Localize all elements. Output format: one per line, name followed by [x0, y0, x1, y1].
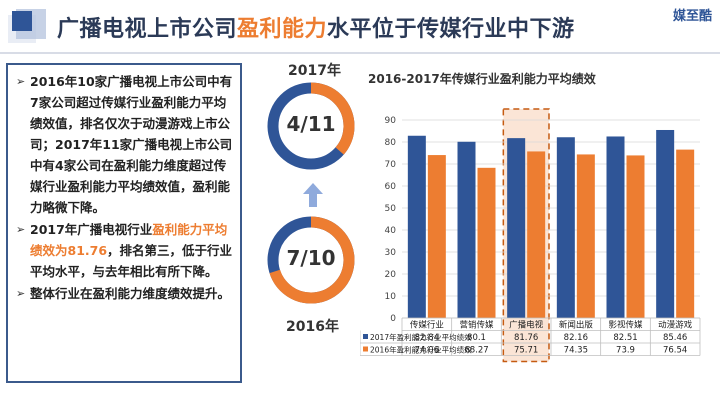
legend-label: 2016年盈利能力行业平均绩效	[370, 345, 472, 355]
x-tick-label: 广播电视	[509, 320, 544, 331]
bar	[457, 141, 476, 318]
y-tick-label: 40	[385, 226, 397, 236]
title-text-b: 水平位于传媒行业中下游	[327, 17, 575, 42]
x-tick-label: 传媒行业	[410, 320, 444, 331]
donut-2017-arc	[267, 82, 355, 170]
title-highlight: 盈利能力	[237, 17, 328, 42]
data-label: 82.16	[564, 333, 588, 343]
data-label: 73.9	[616, 346, 635, 356]
bar	[527, 151, 546, 318]
title-text-a: 广播电视上市公司	[57, 17, 238, 42]
bullet-list: ➢ 2016年10家广播电视上市公司中有7家公司超过传媒行业盈利能力平均绩效值，排…	[8, 65, 240, 304]
y-tick-label: 0	[390, 314, 396, 324]
data-label: 75.71	[514, 346, 538, 356]
bullet-text: 2016年10家广播电视上市公司中有7家公司超过传媒行业盈利能力平均绩效值，排名…	[30, 74, 233, 215]
bar	[507, 138, 526, 318]
bar-chart: 0 10 20 30 40 50 60 70 80 90 传媒行业 营销传媒 广播电视 新闻出版 影视传媒 动…	[360, 108, 701, 363]
x-tick-label: 影视传媒	[608, 320, 643, 331]
bullet-text: ，排名第三，低于行业平均水平，与去年相比有所下降。	[30, 243, 233, 279]
bullet-arrow-icon: ➢	[16, 287, 26, 300]
y-tick-label: 20	[385, 270, 397, 280]
y-tick-label: 80	[385, 138, 397, 148]
y-tick-label: 10	[385, 292, 397, 302]
bullet-text: 2017年广播电视行业	[30, 222, 153, 237]
legend-label: 2017年盈利能力行业平均绩效	[370, 332, 472, 342]
donut-2016-label: 7/10	[286, 246, 336, 270]
data-label: 82.51	[613, 333, 637, 343]
ring-year-2017: 2017年	[288, 63, 341, 79]
summary-box: ➢ 2016年10家广播电视上市公司中有7家公司超过传媒行业盈利能力平均绩效值，排…	[6, 63, 242, 383]
data-label: 68.27	[464, 346, 488, 356]
donut-2017-label: 4/11	[286, 112, 336, 136]
bar	[556, 137, 575, 318]
bullet-highlight: 盈利能力平均绩效为81.76	[30, 222, 228, 258]
y-tick-label: 60	[385, 182, 397, 192]
bullet-item: ➢ 整体行业在盈利能力维度绩效提升。	[16, 283, 236, 304]
x-tick-label: 营销传媒	[459, 320, 494, 331]
bar	[606, 136, 625, 318]
bar	[477, 167, 496, 318]
arrow-up-icon	[303, 183, 323, 207]
bar	[626, 155, 645, 318]
header: 广播电视上市公司盈利能力水平位于传媒行业中下游 媒至酷	[0, 0, 720, 52]
header-divider	[0, 52, 720, 54]
bullet-arrow-icon: ➢	[16, 75, 26, 88]
data-label: 74.35	[564, 346, 588, 356]
data-label: 81.76	[514, 333, 538, 343]
y-tick-label: 30	[385, 248, 397, 258]
y-tick-label: 70	[385, 160, 397, 170]
bar	[427, 155, 446, 318]
data-label: 85.46	[663, 333, 687, 343]
donut-2016	[267, 216, 355, 304]
bullet-arrow-icon: ➢	[16, 223, 26, 236]
x-tick-label: 新闻出版	[559, 320, 594, 331]
donut-2016-arc	[267, 216, 355, 304]
y-tick-label: 90	[385, 116, 397, 126]
bar	[576, 154, 595, 318]
page-title: 广播电视上市公司盈利能力水平位于传媒行业中下游	[57, 11, 575, 43]
x-tick-label: 动漫游戏	[658, 320, 693, 331]
y-tick-label: 50	[385, 204, 397, 214]
data-label: 74.06	[415, 346, 439, 356]
bullet-item: ➢ 2017年广播电视行业盈利能力平均绩效为81.76，排名第三，低于行业平均水平…	[16, 219, 236, 282]
bar	[407, 135, 426, 318]
legend-swatch	[363, 334, 368, 339]
legend-swatch	[363, 346, 368, 352]
bar	[676, 149, 695, 318]
bar	[656, 129, 675, 318]
data-label: 76.54	[663, 346, 687, 356]
donut-2017	[267, 82, 355, 170]
bullet-item: ➢ 2016年10家广播电视上市公司中有7家公司超过传媒行业盈利能力平均绩效值，排…	[16, 71, 236, 218]
slide-logo-icon	[8, 9, 46, 43]
data-label: 80.1	[467, 333, 486, 343]
chart-title: 2016-2017年传媒行业盈利能力平均绩效	[368, 72, 596, 86]
brand-logo: 媒至酷	[672, 9, 712, 24]
bullet-text: 整体行业在盈利能力维度绩效提升。	[30, 286, 231, 301]
data-label: 82.84	[415, 333, 439, 343]
ring-year-2016: 2016年	[286, 319, 339, 335]
